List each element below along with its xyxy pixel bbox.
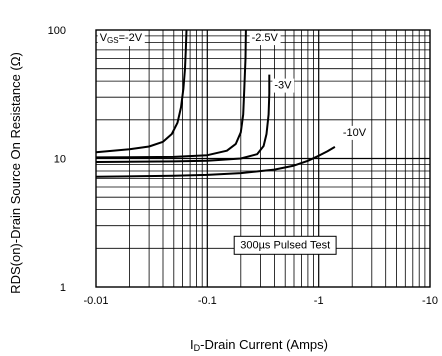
curve-label-2: -3V (274, 80, 292, 92)
x-axis-title: ID-Drain Current (Amps) (190, 337, 328, 353)
y-tick-label: 10 (54, 154, 66, 166)
y-tick-label: 1 (60, 282, 66, 294)
x-tick-label: -0.1 (198, 295, 217, 307)
curve-label-main: -10V (343, 127, 367, 139)
curve-label-main: -2.5V (252, 32, 279, 44)
series-line-1 (95, 29, 247, 159)
curve-label-3: -10V (343, 127, 367, 139)
series-line-3 (95, 146, 336, 178)
series-line-0 (95, 29, 188, 154)
x-axis-title-rest: -Drain Current (Amps) (200, 337, 328, 352)
curve-label-background (249, 31, 281, 46)
curve-label-main: V (100, 32, 108, 44)
series-line-2 (95, 74, 271, 163)
curve-label-background (340, 125, 369, 140)
curve-label-sub: GS (107, 36, 119, 45)
x-tick-label: -1 (314, 295, 324, 307)
y-tick-label: 100 (48, 25, 66, 37)
x-tick-label: -0.01 (83, 295, 108, 307)
curve-label-main: -3V (274, 80, 292, 92)
plot-frame (95, 29, 431, 288)
x-tick-label: -10 (422, 295, 438, 307)
curve-labels: VGS=-2V -2.5V -3V -10V (97, 31, 369, 140)
annotation-group: 300µs Pulsed Test (233, 235, 337, 255)
curve-label-0: VGS=-2V (100, 32, 143, 45)
curve-label-1: -2.5V (252, 32, 279, 44)
annotation-text: 300µs Pulsed Test (240, 239, 330, 251)
y-axis-title: RDS(on)-Drain Source On Resistance (Ω) (8, 52, 23, 294)
annotation-box (233, 235, 337, 255)
tick-labels: -0.01 -0.1 -1 -10 1 10 100 (48, 25, 438, 307)
series-group (95, 29, 336, 178)
plot-border (95, 29, 431, 288)
x-axis-title-subscript: D (194, 343, 201, 353)
curve-label-background (97, 31, 145, 47)
curve-label-background (272, 78, 295, 93)
curve-label-rest: =-2V (119, 32, 143, 44)
x-axis-title-prefix: I (190, 337, 194, 352)
